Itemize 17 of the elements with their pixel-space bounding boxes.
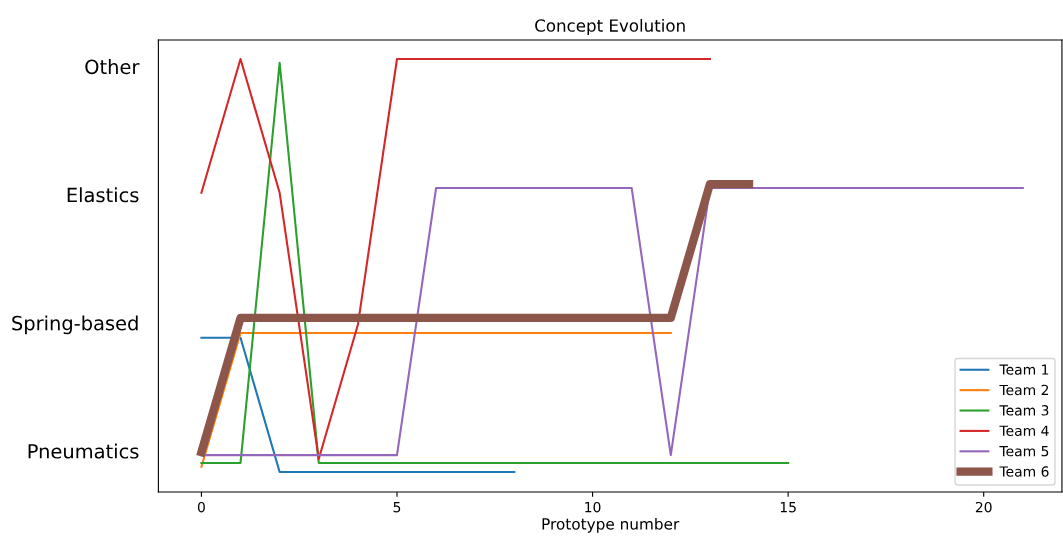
legend-label: Team 1 (999, 364, 1049, 375)
x-tick-label: 20 (975, 501, 992, 513)
x-tick-label: 0 (197, 501, 205, 513)
x-tick-label: 10 (585, 501, 601, 513)
legend-label: Team 3 (999, 405, 1049, 416)
text: Pneumatics (28, 443, 139, 459)
x-tick-label: 15 (780, 502, 796, 513)
text: Spring-based (12, 315, 138, 335)
x-tick-label: 5 (393, 502, 401, 513)
legend-label: Team 5 (999, 446, 1049, 457)
legend-label: Team 4 (999, 425, 1049, 436)
x-axis-title: Prototype number (542, 517, 680, 533)
legend-label: Team 2 (999, 384, 1049, 396)
text: Other (85, 59, 140, 75)
legend-label: Team 6 (999, 466, 1049, 477)
chart-title: Concept Evolution (535, 18, 685, 36)
text: Elastics (67, 187, 139, 203)
